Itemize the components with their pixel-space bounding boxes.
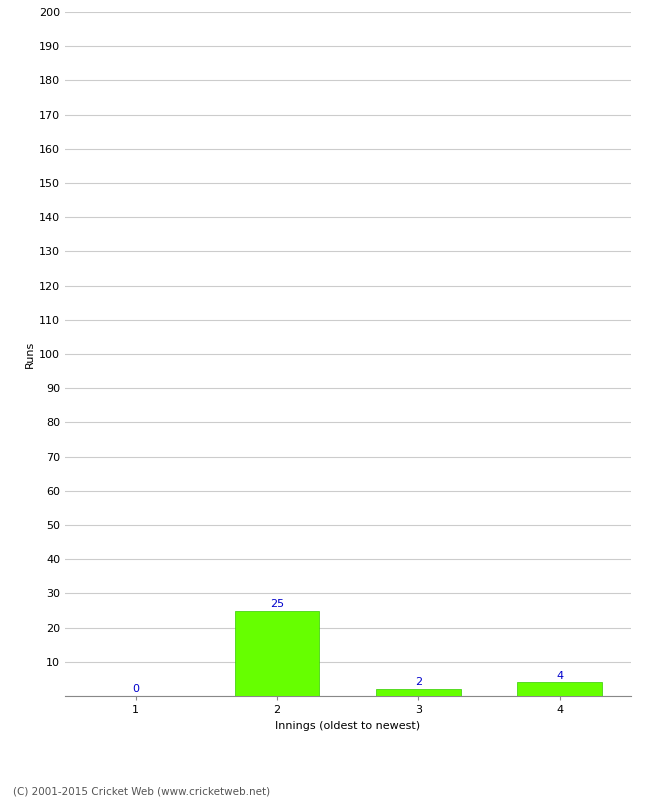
Text: 2: 2 (415, 678, 422, 687)
X-axis label: Innings (oldest to newest): Innings (oldest to newest) (275, 721, 421, 730)
Text: 25: 25 (270, 598, 284, 609)
Y-axis label: Runs: Runs (25, 340, 35, 368)
Bar (376, 689, 461, 696)
Bar (235, 610, 319, 696)
Text: 4: 4 (556, 670, 564, 681)
Bar (517, 682, 602, 696)
Text: 0: 0 (132, 684, 139, 694)
Text: (C) 2001-2015 Cricket Web (www.cricketweb.net): (C) 2001-2015 Cricket Web (www.cricketwe… (13, 786, 270, 796)
